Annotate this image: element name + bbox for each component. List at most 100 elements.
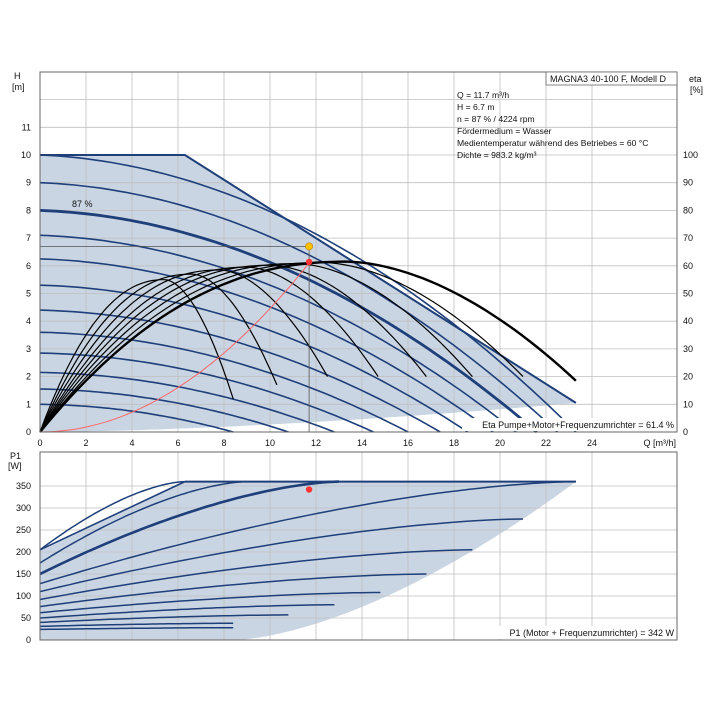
y-axis-label: H	[14, 71, 21, 81]
power-note: P1 (Motor + Frequenzumrichter) = 342 W	[509, 628, 674, 638]
y-tick-label: 0	[26, 427, 31, 437]
x-tick-label: 4	[129, 438, 134, 448]
p-axis-label: P1	[10, 451, 21, 461]
y-right-tick-label: 50	[683, 289, 693, 299]
y-tick-label: 11	[22, 122, 31, 132]
x-tick-label: 20	[495, 438, 505, 448]
p-tick-label: 200	[16, 547, 31, 557]
efficiency-point-marker	[305, 258, 313, 266]
head-curve	[39, 234, 517, 433]
power-operating-point-marker	[305, 486, 313, 493]
y-right-tick-label: 30	[683, 344, 693, 354]
y-right-tick-label: 90	[683, 178, 693, 188]
y-right-tick-label: 0	[683, 427, 688, 437]
info-line: Dichte = 983.2 kg/m³	[457, 150, 537, 160]
y-tick-label: 8	[26, 205, 31, 215]
y-tick-label: 5	[26, 289, 31, 299]
y-tick-label: 2	[26, 372, 31, 382]
power-curve	[39, 604, 335, 619]
y-tick-label: 9	[26, 178, 31, 188]
info-line: n = 87 % / 4224 rpm	[457, 114, 535, 124]
efficiency-curve	[39, 279, 234, 433]
y-axis-unit: [m]	[12, 82, 25, 92]
p-tick-label: 150	[16, 569, 31, 579]
y-right-tick-label: 20	[683, 372, 693, 382]
x-tick-label: 16	[403, 438, 413, 448]
efficiency-note-bg	[462, 418, 676, 431]
operating-point-marker	[305, 242, 313, 251]
chart-title: MAGNA3 40-100 F, Modell D	[550, 74, 667, 84]
y-tick-label: 7	[26, 233, 31, 243]
x-tick-label: 24	[587, 438, 597, 448]
efficiency-curve	[39, 262, 473, 433]
head-curve	[40, 403, 234, 433]
power-note-bg	[490, 626, 676, 639]
y-tick-label: 1	[26, 399, 31, 409]
y-right-tick-label: 60	[683, 261, 693, 271]
efficiency-curve	[39, 264, 427, 433]
x-tick-label: 0	[37, 438, 42, 448]
p-axis-unit: [W]	[8, 461, 22, 471]
head-curve	[40, 388, 289, 433]
y-right-tick-label: 70	[683, 233, 693, 243]
info-line: Fördermedium = Wasser	[457, 126, 552, 136]
power-curve	[39, 614, 289, 624]
x-tick-label: 6	[175, 438, 180, 448]
title-box	[545, 71, 678, 86]
y-tick-label: 3	[26, 344, 31, 354]
power-curve	[39, 518, 524, 593]
y-right-axis-label: eta	[689, 74, 702, 84]
power-curve	[40, 626, 234, 631]
y-right-tick-label: 10	[683, 399, 693, 409]
head-curve	[39, 181, 559, 433]
head-curve	[39, 371, 335, 433]
efficiency-curve	[39, 261, 524, 433]
x-tick-label: 18	[449, 438, 459, 448]
p-tick-label: 250	[16, 525, 31, 535]
y-tick-label: 6	[26, 261, 31, 271]
x-tick-label: 2	[83, 438, 88, 448]
y-right-axis-unit: [%]	[690, 85, 703, 95]
power-curve	[39, 480, 340, 576]
y-right-tick-label: 80	[683, 205, 693, 215]
head-curve	[39, 309, 441, 433]
p-tick-label: 100	[16, 591, 31, 601]
head-curve	[39, 154, 577, 433]
info-line: Q = 11.7 m³/h	[457, 90, 509, 100]
y-tick-label: 4	[26, 316, 31, 326]
power-curve	[39, 591, 381, 614]
y-tick-label: 10	[21, 150, 31, 160]
p-tick-label: 350	[16, 481, 31, 491]
bottom-plot-frame	[39, 451, 678, 641]
info-line: H = 6.7 m	[457, 102, 495, 112]
max-curve-outline	[40, 154, 577, 404]
head-curve	[39, 331, 409, 433]
p-tick-label: 0	[26, 635, 31, 645]
efficiency-note: Eta Pumpe+Motor+Frequenzumrichter = 61.4…	[482, 420, 674, 430]
efficiency-curve	[39, 266, 379, 433]
top-plot-frame	[39, 71, 678, 433]
p-tick-label: 300	[16, 503, 31, 513]
x-axis-label: Q [m³/h]	[643, 438, 676, 448]
x-tick-label: 8	[221, 438, 226, 448]
x-tick-label: 10	[265, 438, 275, 448]
p-tick-label: 50	[21, 613, 31, 623]
power-curve	[39, 549, 473, 601]
x-tick-label: 22	[541, 438, 551, 448]
speed-label: 87 %	[72, 199, 93, 209]
x-tick-label: 14	[357, 438, 367, 448]
power-curve	[39, 480, 185, 551]
x-tick-label: 12	[311, 438, 321, 448]
head-curve-87-percent	[39, 209, 538, 434]
power-curve	[39, 480, 248, 564]
head-curve	[39, 258, 494, 433]
power-curve	[39, 622, 234, 628]
y-right-tick-label: 40	[683, 316, 693, 326]
info-line: Medientemperatur während des Betriebes =…	[457, 138, 648, 148]
system-curve	[39, 262, 310, 433]
y-right-tick-label: 100	[683, 150, 698, 160]
power-curve	[39, 480, 576, 585]
power-curve	[39, 573, 427, 608]
